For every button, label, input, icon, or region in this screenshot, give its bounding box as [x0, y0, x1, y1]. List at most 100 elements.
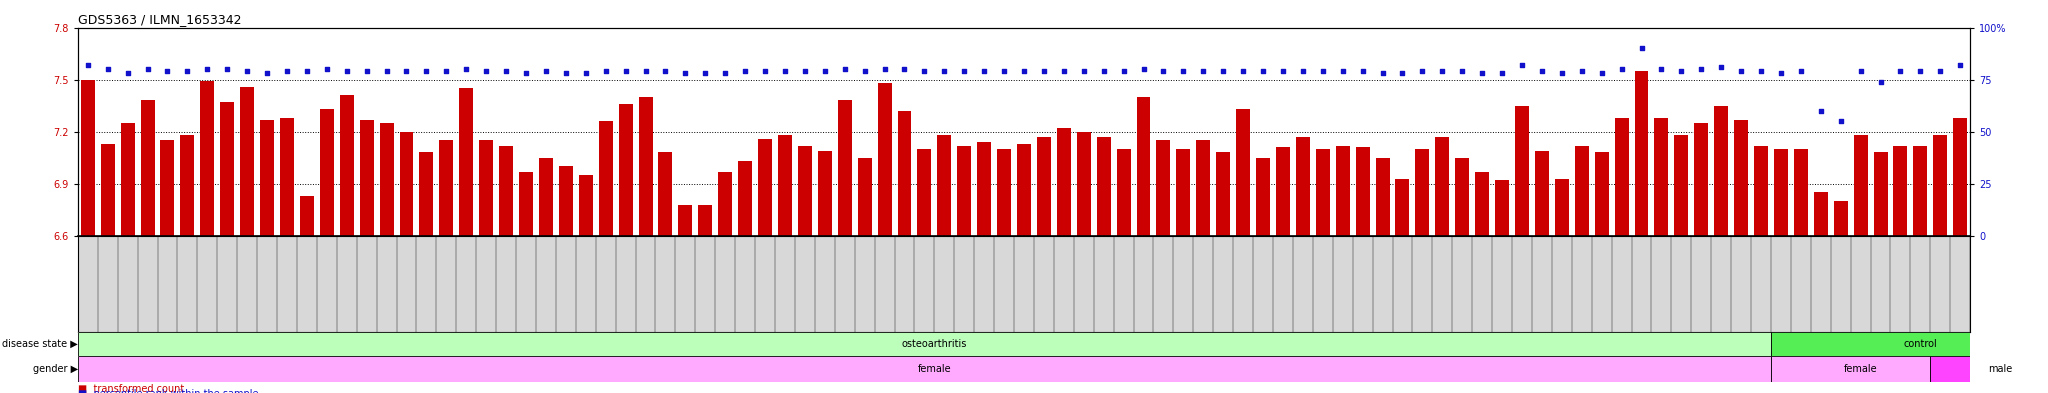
Point	[1565, 68, 1597, 74]
Point	[1407, 68, 1440, 74]
Bar	[938, 135, 950, 236]
Bar	[719, 172, 733, 236]
Point	[111, 70, 143, 77]
Bar	[858, 158, 872, 236]
Bar	[1036, 137, 1051, 236]
Bar	[1157, 140, 1169, 236]
Point	[1485, 70, 1518, 77]
Point	[729, 68, 762, 74]
Point	[608, 68, 641, 74]
Point	[1126, 66, 1159, 72]
Bar	[221, 102, 233, 236]
Point	[889, 66, 922, 72]
Bar	[1694, 123, 1708, 236]
Bar	[1098, 137, 1110, 236]
Bar	[1853, 135, 1868, 236]
Bar	[1634, 71, 1649, 236]
Point	[152, 68, 184, 74]
Bar	[201, 81, 215, 236]
Point	[948, 68, 981, 74]
Point	[1606, 66, 1638, 72]
Text: male: male	[1989, 364, 2013, 374]
Bar	[1554, 178, 1569, 236]
Bar	[580, 175, 592, 236]
Point	[72, 62, 104, 68]
Point	[1505, 62, 1538, 68]
Point	[670, 70, 702, 77]
Bar	[778, 135, 793, 236]
Bar	[100, 144, 115, 236]
Bar	[360, 119, 373, 236]
Bar	[260, 119, 274, 236]
Point	[750, 68, 782, 74]
Bar	[141, 100, 154, 236]
Bar	[539, 158, 553, 236]
Bar	[180, 135, 195, 236]
Point	[688, 70, 721, 77]
Point	[1845, 68, 1878, 74]
Point	[1466, 70, 1499, 77]
Point	[1546, 70, 1579, 77]
Bar	[78, 332, 1772, 356]
Point	[1206, 68, 1239, 74]
Point	[907, 68, 940, 74]
Point	[231, 68, 264, 74]
Bar	[1356, 147, 1370, 236]
Point	[1864, 79, 1896, 85]
Point	[1665, 68, 1698, 74]
Point	[1585, 70, 1618, 77]
Bar	[440, 140, 453, 236]
Bar	[1794, 149, 1808, 236]
Text: control: control	[1903, 339, 1937, 349]
Bar	[1735, 119, 1749, 236]
Bar	[240, 86, 254, 236]
Point	[569, 70, 602, 77]
Bar	[879, 83, 891, 236]
Bar	[1276, 147, 1290, 236]
Bar	[1057, 128, 1071, 236]
Point	[1765, 70, 1798, 77]
Point	[1028, 68, 1061, 74]
Point	[1905, 68, 1937, 74]
Point	[928, 68, 961, 74]
Bar	[1913, 145, 1927, 236]
Bar	[319, 109, 334, 236]
Bar	[281, 118, 295, 236]
Point	[389, 68, 422, 74]
Text: female: female	[918, 364, 950, 374]
Point	[510, 70, 543, 77]
Bar	[1815, 193, 1827, 236]
Text: ■  percentile rank within the sample: ■ percentile rank within the sample	[78, 389, 258, 393]
Point	[1686, 66, 1718, 72]
Bar	[1415, 149, 1430, 236]
Point	[1227, 68, 1260, 74]
Point	[350, 68, 383, 74]
Point	[291, 68, 324, 74]
Bar	[838, 100, 852, 236]
Text: GDS5363 / ILMN_1653342: GDS5363 / ILMN_1653342	[78, 13, 242, 26]
Bar	[897, 111, 911, 236]
Point	[1923, 68, 1956, 74]
Point	[1526, 68, 1559, 74]
Point	[1645, 66, 1677, 72]
Point	[371, 68, 403, 74]
Point	[848, 68, 881, 74]
Text: osteoarthritis: osteoarthritis	[901, 339, 967, 349]
Point	[1366, 70, 1399, 77]
Bar	[1534, 151, 1548, 236]
Text: female: female	[1843, 364, 1878, 374]
Point	[1247, 68, 1280, 74]
Point	[330, 68, 362, 74]
Bar	[1753, 145, 1767, 236]
Point	[1386, 70, 1419, 77]
Point	[190, 66, 223, 72]
Bar	[559, 166, 573, 236]
Point	[1167, 68, 1200, 74]
Bar	[817, 151, 831, 236]
Bar	[1933, 135, 1948, 236]
Bar	[459, 88, 473, 236]
Point	[1724, 68, 1757, 74]
Bar	[1833, 201, 1847, 236]
Point	[549, 70, 582, 77]
Bar	[518, 172, 532, 236]
